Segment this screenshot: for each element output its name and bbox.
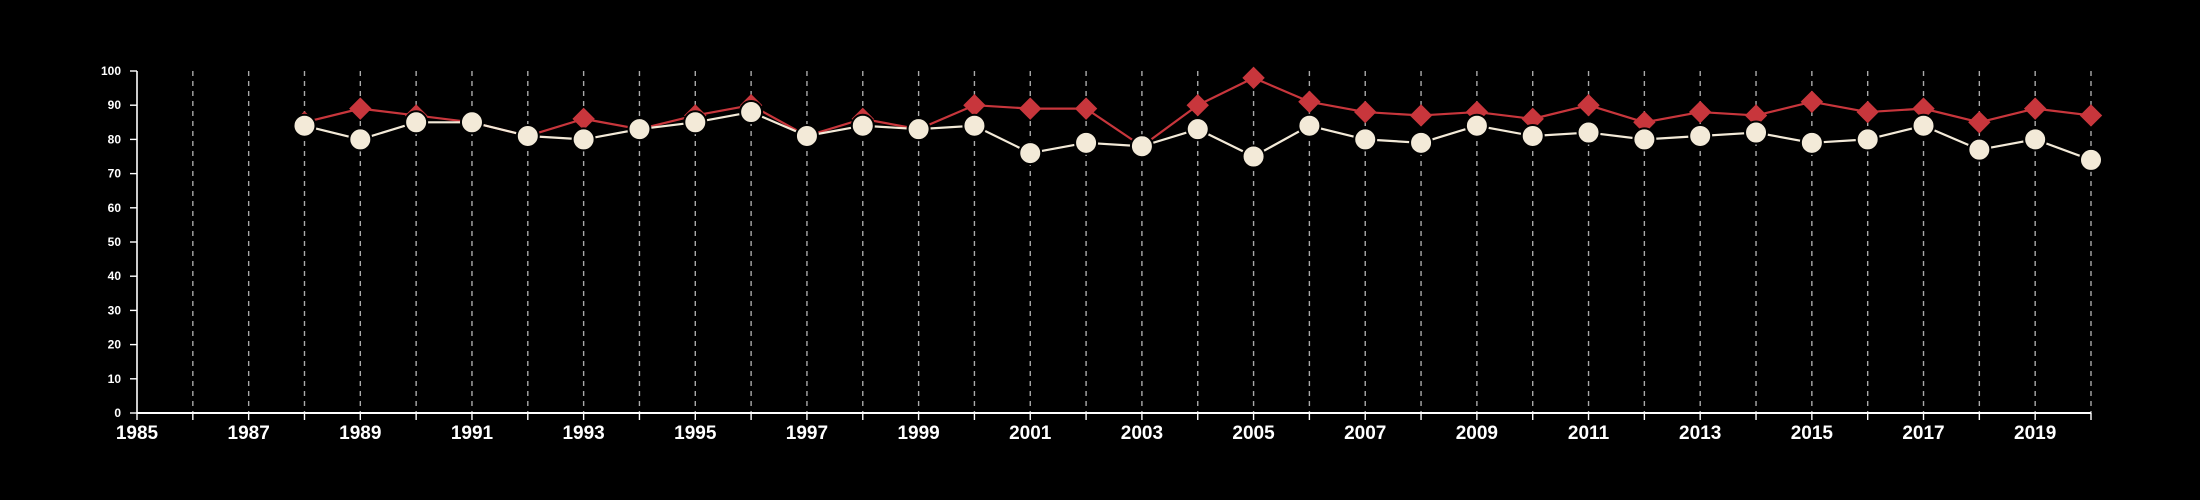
y-tick-label-20: 20 [108,338,122,352]
circle-marker-1996 [739,100,764,125]
y-tick-label-10: 10 [108,372,122,386]
circle-marker-1999 [906,117,931,142]
diamond-marker-2013 [1688,100,1712,124]
circle-marker-2015 [1799,130,1824,155]
diamond-marker-2020 [2079,104,2103,127]
x-tick-label-1985: 1985 [116,423,159,444]
circle-marker-2003 [1129,134,1154,159]
circle-marker-2016 [1855,127,1880,152]
circle-marker-2013 [1688,123,1713,148]
circle-marker-2002 [1074,130,1099,155]
circle-marker-1992 [515,123,540,148]
circle-marker-2020 [2079,147,2103,172]
x-tick-label-1997: 1997 [786,423,828,444]
circle-marker-1990 [404,110,429,135]
diamond-marker-2000 [963,93,986,117]
diamond-marker-1993 [572,107,595,131]
x-tick-label-2005: 2005 [1232,423,1275,444]
circle-marker-1989 [348,127,373,152]
x-tick-label-1987: 1987 [228,423,270,444]
diamond-marker-2011 [1577,93,1600,117]
circle-marker-1993 [571,127,596,152]
x-tick-label-2011: 2011 [1568,423,1610,444]
vertical-grid [192,71,2092,413]
diamond-marker-2019 [2023,97,2047,120]
circle-marker-2007 [1353,127,1378,152]
circle-marker-1994 [627,117,652,142]
x-tick-label-1993: 1993 [562,423,604,444]
y-tick-label-50: 50 [108,235,122,249]
circle-marker-1998 [850,113,875,138]
diamond-marker-2015 [1800,90,1824,113]
y-tick-label-30: 30 [108,303,122,317]
x-tick-label-2003: 2003 [1121,423,1163,444]
y-tick-label-60: 60 [108,201,122,215]
diamond-marker-1989 [349,97,372,120]
y-tick-label-40: 40 [108,269,122,283]
x-tick-label-2015: 2015 [1791,423,1834,444]
circle-marker-2004 [1185,117,1210,142]
circle-marker-2018 [1967,137,1992,162]
x-tick-label-2019: 2019 [2014,423,2056,444]
diamond-marker-2006 [1298,90,1321,113]
circle-marker-2006 [1297,113,1322,138]
diamond-marker-2001 [1019,97,1042,120]
circle-marker-1991 [459,110,484,135]
x-tick-label-1989: 1989 [339,423,381,444]
diamond-marker-2016 [1856,100,1879,124]
circle-marker-2010 [1520,123,1545,148]
circle-marker-2005 [1241,144,1266,169]
circle-marker-1988 [292,113,317,138]
x-tick-label-2007: 2007 [1344,423,1386,444]
diamond-marker-2008 [1409,104,1433,127]
diamond-marker-2018 [1968,111,1991,134]
y-tick-label-0: 0 [114,406,121,420]
circle-marker-1997 [794,123,819,148]
x-tick-label-2001: 2001 [1009,423,1052,444]
chart-series [292,66,2103,172]
x-tick-label-1995: 1995 [674,423,717,444]
chart-axes: 0 10 20 30 40 50 60 70 80 90 100 1985 1987 1989 1991 19… [101,64,2092,444]
y-tick-label-90: 90 [108,98,122,112]
diamond-marker-2002 [1074,97,1098,120]
x-tick-label-2017: 2017 [1902,423,1944,444]
circle-marker-2009 [1464,113,1489,138]
circle-marker-2019 [2023,127,2048,152]
x-tick-label-2013: 2013 [1679,423,1721,444]
circle-marker-2000 [962,113,987,138]
series-2-circle [292,100,2103,172]
diamond-marker-2004 [1186,93,1209,117]
circle-marker-2001 [1018,141,1043,166]
circle-marker-2014 [1744,120,1769,145]
circle-marker-1995 [683,110,708,135]
circle-marker-2011 [1576,120,1601,145]
y-tick-label-100: 100 [101,64,121,78]
diamond-marker-2005 [1242,66,1265,90]
x-tick-label-2009: 2009 [1456,423,1498,444]
x-tick-label-1991: 1991 [451,423,494,444]
diamond-marker-2007 [1354,100,1377,124]
circle-marker-2017 [1911,113,1936,138]
x-tick-label-1999: 1999 [897,423,939,444]
y-tick-label-80: 80 [108,132,122,146]
circle-marker-2008 [1409,130,1434,155]
circle-marker-2012 [1632,127,1657,152]
y-tick-label-70: 70 [108,167,122,181]
